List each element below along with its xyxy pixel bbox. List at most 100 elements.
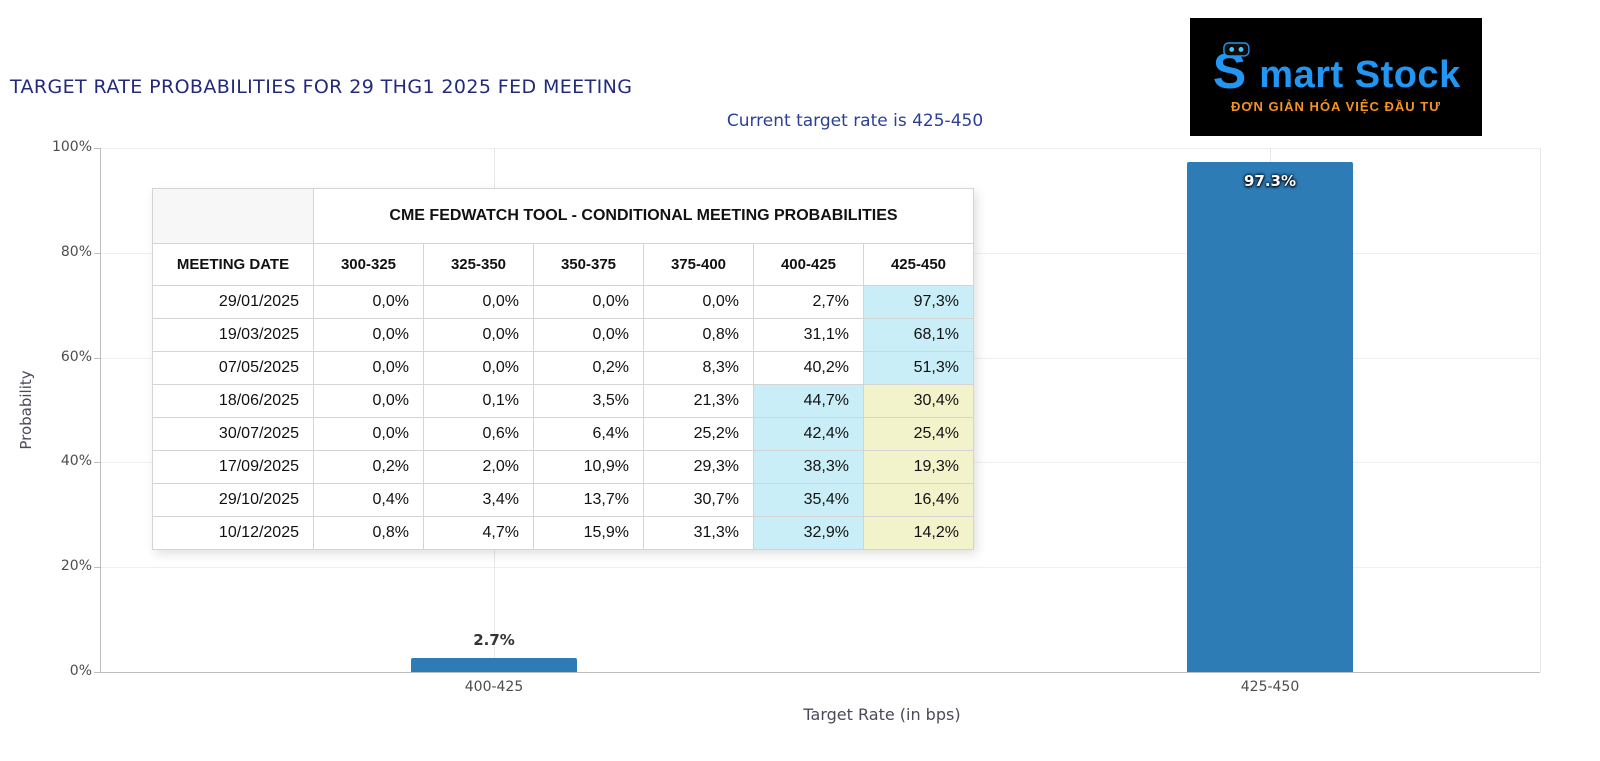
probability-cell: 2,0% [423, 450, 534, 484]
meeting-date-cell: 29/01/2025 [152, 285, 314, 319]
chart-title: TARGET RATE PROBABILITIES FOR 29 THG1 20… [10, 76, 633, 98]
probability-cell: 51,3% [863, 351, 974, 385]
meeting-date-cell: 07/05/2025 [152, 351, 314, 385]
probability-cell: 30,4% [863, 384, 974, 418]
bar-425-450[interactable] [1187, 162, 1353, 672]
meeting-date-cell: 18/06/2025 [152, 384, 314, 418]
meeting-date-cell: 30/07/2025 [152, 417, 314, 451]
y-tick-mark [94, 357, 100, 359]
column-header-375-400: 375-400 [643, 243, 754, 286]
probability-cell: 35,4% [753, 483, 864, 517]
column-header-300-325: 300-325 [313, 243, 424, 286]
probability-cell: 0,0% [533, 285, 644, 319]
brand-name: mart Stock [1259, 54, 1461, 96]
x-axis-line [100, 672, 1540, 673]
y-gridline [100, 567, 1540, 569]
chart-subtitle: Current target rate is 425-450 [726, 111, 984, 131]
bar-400-425[interactable] [411, 657, 577, 672]
column-header-350-375: 350-375 [533, 243, 644, 286]
probability-cell: 0,0% [313, 285, 424, 319]
probability-cell: 0,0% [533, 318, 644, 352]
x-category-label: 425-450 [1240, 679, 1300, 695]
probability-cell: 97,3% [863, 285, 974, 319]
y-gridline [100, 148, 1540, 149]
probability-cell: 31,3% [643, 516, 754, 550]
probability-cell: 42,4% [753, 417, 864, 451]
y-tick-label: 20% [60, 558, 92, 575]
y-tick-mark [94, 252, 100, 254]
meeting-date-cell: 10/12/2025 [152, 516, 314, 550]
probability-cell: 0,0% [313, 351, 424, 385]
table-header-row: MEETING DATE 300-325 325-350 350-375 375-400… [152, 243, 974, 286]
meeting-date-cell: 29/10/2025 [152, 483, 314, 517]
column-header-425-450: 425-450 [863, 243, 974, 286]
probability-cell: 14,2% [863, 516, 974, 550]
y-tick-label: 0% [69, 663, 92, 679]
probability-cell: 16,4% [863, 483, 974, 517]
y-tick-label: 100% [51, 139, 92, 155]
y-tick-mark [94, 672, 100, 673]
probability-cell: 4,7% [423, 516, 534, 550]
probability-cell: 19,3% [863, 450, 974, 484]
probability-cell: 3,5% [533, 384, 644, 418]
probability-cell: 6,4% [533, 417, 644, 451]
probability-cell: 21,3% [643, 384, 754, 418]
smart-stock-logo: S mart Stock ĐƠN GIẢN HÓA VIỆC ĐẦU TƯ [1190, 18, 1482, 136]
probability-cell: 0,0% [313, 384, 424, 418]
table-row: 07/05/2025 0,0% 0,0% 0,2% 8,3% 40,2% 51,3% [152, 351, 974, 385]
meeting-date-cell: 17/09/2025 [152, 450, 314, 484]
table-row: 30/07/2025 0,0% 0,6% 6,4% 25,2% 42,4% 25,4% [152, 417, 974, 451]
x-category-label: 400-425 [464, 679, 524, 695]
probability-cell: 40,2% [753, 351, 864, 385]
y-tick-mark [94, 462, 100, 464]
probability-cell: 44,7% [753, 384, 864, 418]
table-title-row: CME FEDWATCH TOOL - CONDITIONAL MEETING … [152, 188, 974, 244]
probability-cell: 0,0% [313, 318, 424, 352]
probability-cell: 68,1% [863, 318, 974, 352]
probability-cell: 29,3% [643, 450, 754, 484]
y-axis-line [100, 148, 101, 672]
table-row: 17/09/2025 0,2% 2,0% 10,9% 29,3% 38,3% 19,3% [152, 450, 974, 484]
table-row: 29/10/2025 0,4% 3,4% 13,7% 30,7% 35,4% 16,4% [152, 483, 974, 517]
x-axis-title: Target Rate (in bps) [803, 705, 961, 724]
column-header-325-350: 325-350 [423, 243, 534, 286]
y-axis-title: Probability [17, 370, 35, 450]
probability-cell: 0,0% [313, 417, 424, 451]
bar-value-label: 97.3% [1243, 172, 1297, 191]
probability-cell: 2,7% [753, 285, 864, 319]
table-row: 10/12/2025 0,8% 4,7% 15,9% 31,3% 32,9% 14,2% [152, 516, 974, 550]
probability-cell: 13,7% [533, 483, 644, 517]
probability-cell: 0,2% [533, 351, 644, 385]
column-header-400-425: 400-425 [753, 243, 864, 286]
probability-cell: 0,8% [643, 318, 754, 352]
table-row: 18/06/2025 0,0% 0,1% 3,5% 21,3% 44,7% 30,4% [152, 384, 974, 418]
y-tick-label: 60% [60, 348, 92, 365]
probability-cell: 0,6% [423, 417, 534, 451]
probability-cell: 15,9% [533, 516, 644, 550]
robot-s-icon: S [1213, 42, 1250, 94]
plot-right-border [1540, 148, 1541, 672]
table-corner-cell [152, 188, 314, 244]
probability-cell: 0,1% [423, 384, 534, 418]
bar-value-label: 2.7% [473, 630, 515, 649]
y-tick-label: 40% [60, 453, 92, 470]
probability-cell: 25,2% [643, 417, 754, 451]
fedwatch-probability-table: CME FEDWATCH TOOL - CONDITIONAL MEETING … [152, 188, 974, 550]
probability-cell: 0,2% [313, 450, 424, 484]
probability-cell: 0,0% [423, 285, 534, 319]
probability-cell: 31,1% [753, 318, 864, 352]
probability-cell: 38,3% [753, 450, 864, 484]
probability-cell: 3,4% [423, 483, 534, 517]
probability-cell: 0,0% [643, 285, 754, 319]
probability-cell: 0,0% [423, 318, 534, 352]
probability-cell: 0,8% [313, 516, 424, 550]
table-row: 29/01/2025 0,0% 0,0% 0,0% 0,0% 2,7% 97,3% [152, 285, 974, 319]
meeting-date-cell: 19/03/2025 [152, 318, 314, 352]
y-tick-mark [94, 148, 100, 149]
probability-cell: 0,4% [313, 483, 424, 517]
probability-cell: 30,7% [643, 483, 754, 517]
column-header-MEETING DATE: MEETING DATE [152, 243, 314, 286]
brand-row: S mart Stock [1211, 40, 1460, 94]
y-tick-label: 80% [60, 243, 92, 260]
